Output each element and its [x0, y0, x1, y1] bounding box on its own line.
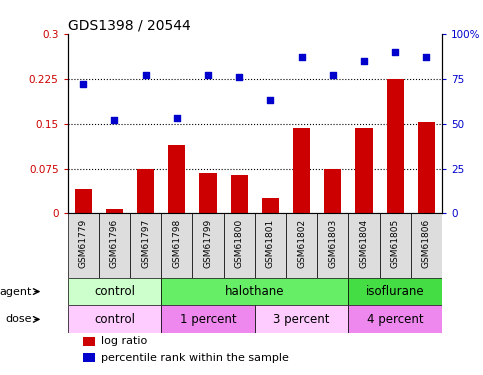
Text: GSM61801: GSM61801 [266, 219, 275, 268]
Text: percentile rank within the sample: percentile rank within the sample [101, 352, 289, 363]
Bar [68, 278, 161, 306]
Bar [75, 189, 92, 213]
Bar [348, 306, 442, 333]
Bar [230, 174, 248, 213]
Bar [286, 213, 317, 278]
Text: GSM61803: GSM61803 [328, 219, 337, 268]
Point [173, 115, 181, 121]
Text: 1 percent: 1 percent [180, 313, 236, 326]
Text: GSM61805: GSM61805 [391, 219, 399, 268]
Bar [161, 306, 255, 333]
Text: GSM61799: GSM61799 [203, 219, 213, 268]
Bar [99, 213, 130, 278]
Bar [83, 337, 95, 346]
Text: agent: agent [0, 286, 32, 297]
Bar [68, 213, 99, 278]
Bar [411, 213, 442, 278]
Bar [224, 213, 255, 278]
Point [360, 58, 368, 64]
Bar [83, 353, 95, 362]
Text: GDS1398 / 20544: GDS1398 / 20544 [68, 19, 190, 33]
Text: GSM61798: GSM61798 [172, 219, 181, 268]
Bar [418, 122, 435, 213]
Text: GSM61800: GSM61800 [235, 219, 244, 268]
Bar [317, 213, 348, 278]
Bar [137, 168, 154, 213]
Bar [161, 213, 192, 278]
Bar [355, 128, 372, 213]
Point [79, 81, 87, 87]
Bar [161, 278, 348, 306]
Bar [348, 213, 380, 278]
Point [142, 72, 149, 78]
Text: GSM61796: GSM61796 [110, 219, 119, 268]
Text: GSM61797: GSM61797 [141, 219, 150, 268]
Point [391, 49, 399, 55]
Text: log ratio: log ratio [101, 336, 148, 346]
Bar [199, 173, 216, 213]
Bar [386, 79, 404, 213]
Text: GSM61802: GSM61802 [297, 219, 306, 268]
Text: 4 percent: 4 percent [367, 313, 424, 326]
Text: isoflurane: isoflurane [366, 285, 425, 298]
Text: dose: dose [6, 314, 32, 324]
Bar [380, 213, 411, 278]
Text: GSM61806: GSM61806 [422, 219, 431, 268]
Text: 3 percent: 3 percent [273, 313, 330, 326]
Bar [106, 209, 123, 213]
Point [204, 72, 212, 78]
Bar [68, 306, 161, 333]
Text: control: control [94, 285, 135, 298]
Point [329, 72, 337, 78]
Point [111, 117, 118, 123]
Bar [192, 213, 224, 278]
Text: halothane: halothane [225, 285, 284, 298]
Text: GSM61804: GSM61804 [359, 219, 369, 268]
Bar [255, 213, 286, 278]
Bar [348, 278, 442, 306]
Bar [130, 213, 161, 278]
Text: GSM61779: GSM61779 [79, 219, 88, 268]
Point [423, 54, 430, 60]
Point [298, 54, 305, 60]
Bar [255, 306, 348, 333]
Point [267, 97, 274, 103]
Point [235, 74, 243, 80]
Text: control: control [94, 313, 135, 326]
Bar [262, 198, 279, 213]
Bar [168, 145, 185, 213]
Bar [324, 168, 341, 213]
Bar [293, 128, 310, 213]
